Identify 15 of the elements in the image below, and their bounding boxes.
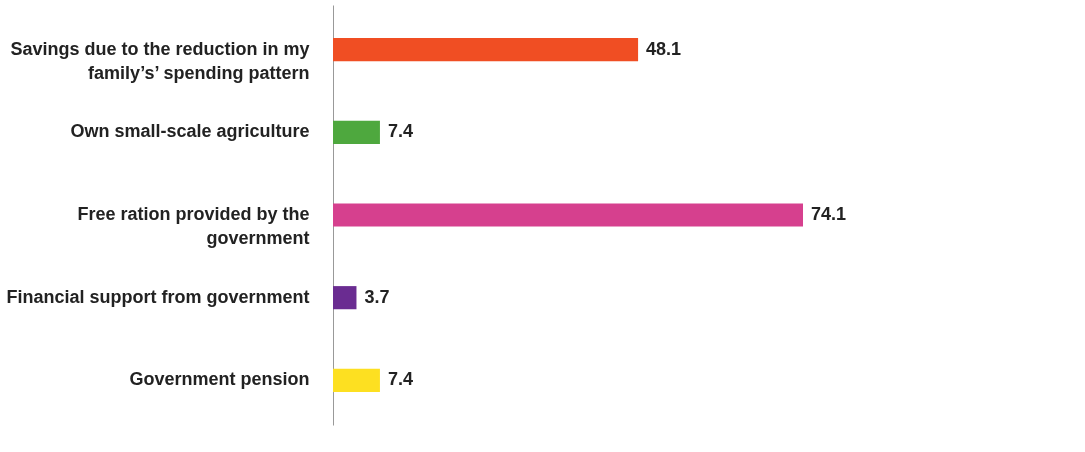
bar: [333, 38, 639, 62]
data-label: 48.1: [646, 38, 682, 59]
y-tick-label: Government pension: [129, 369, 310, 390]
bar: [333, 120, 380, 144]
bar: [333, 368, 380, 392]
data-label: 3.7: [364, 286, 390, 307]
data-label: 74.1: [811, 204, 847, 224]
data-label: 7.4: [387, 121, 413, 142]
data-label: 7.4: [387, 369, 413, 390]
bar: [333, 286, 357, 310]
y-tick-label: Savings due to the reduction in my family’s’ spending pattern: [10, 38, 310, 83]
y-tick-label: Free ration provided by the government: [77, 204, 310, 248]
y-tick-label: Own small-scale agriculture: [70, 121, 310, 142]
bar: [333, 203, 803, 227]
y-tick-label: Financial support from government: [6, 286, 310, 307]
